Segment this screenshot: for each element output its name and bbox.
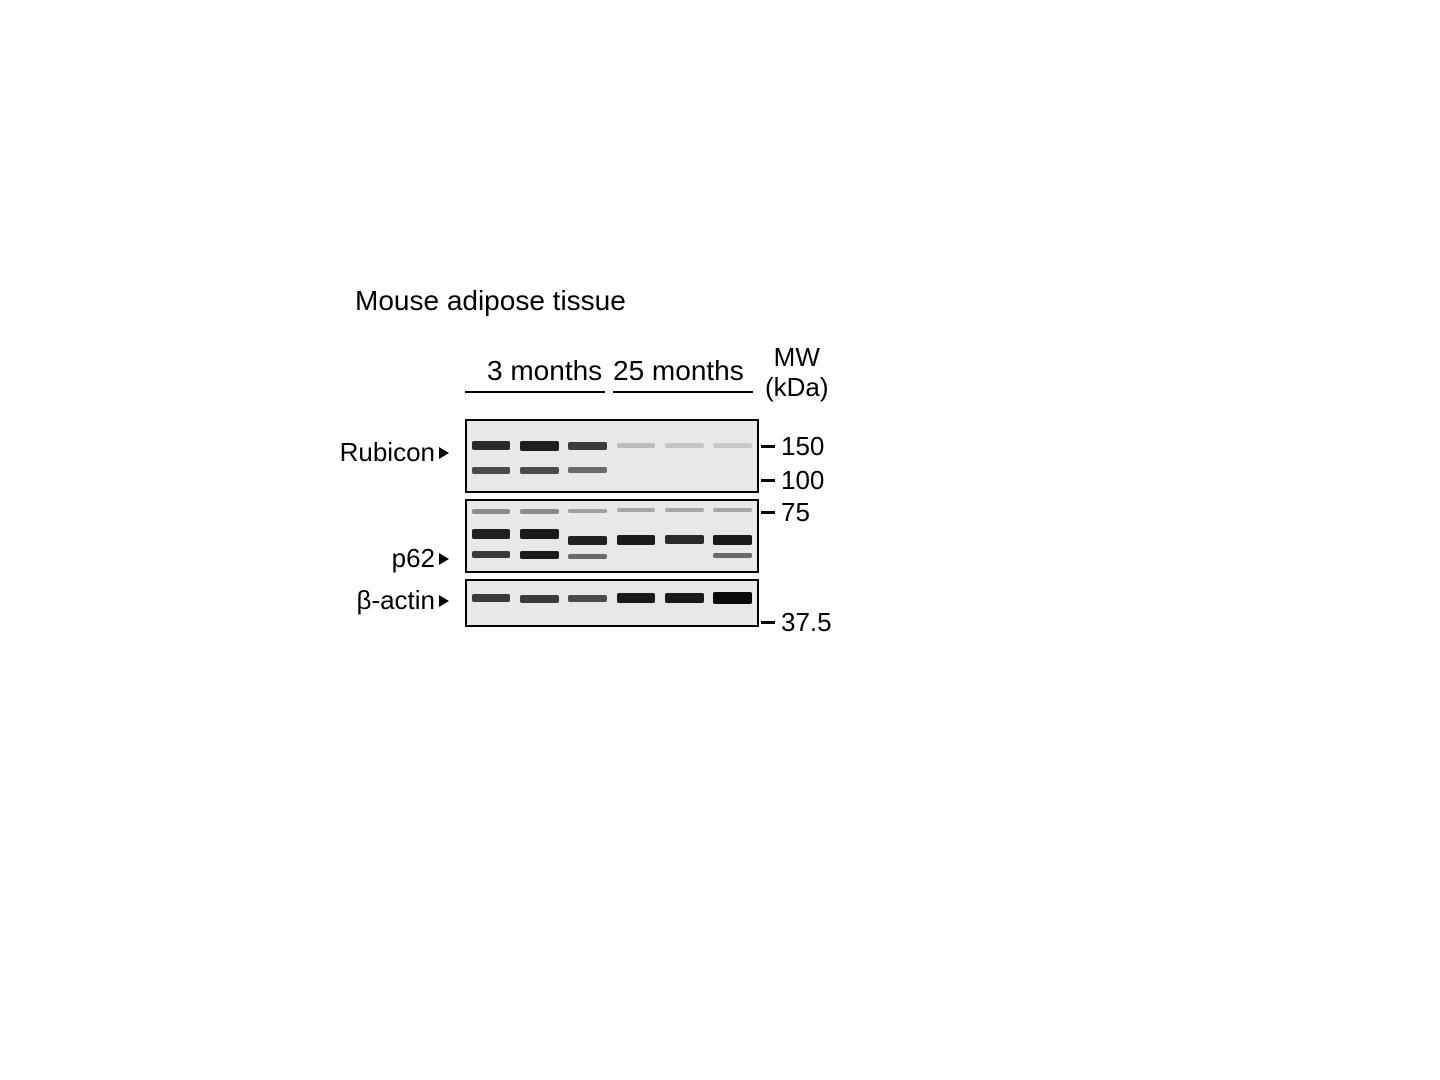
tick-dash-icon: [761, 621, 775, 624]
group-label-0: 3 months: [487, 355, 602, 387]
lanes: [467, 501, 757, 571]
western-blot-figure: Mouse adipose tissue MW (kDa) 3 months 25…: [355, 285, 875, 633]
mw-tick: 75: [757, 497, 810, 528]
band: [568, 509, 607, 513]
band: [665, 535, 704, 544]
band: [617, 535, 656, 545]
band: [568, 536, 607, 545]
group-label-1: 25 months: [613, 355, 744, 387]
blot-box-β-actin: β-actin37.5: [465, 579, 759, 627]
lane: [612, 581, 660, 625]
band: [520, 467, 559, 474]
protein-label-p62: p62: [392, 543, 449, 574]
mw-header: MW (kDa): [765, 343, 829, 403]
mw-tick: 150: [757, 431, 824, 462]
mw-value: 150: [781, 431, 824, 462]
band: [665, 443, 704, 448]
group-underline-1: [613, 391, 753, 393]
lane: [515, 581, 563, 625]
band: [472, 551, 511, 558]
blot-box-p62: p6275: [465, 499, 759, 573]
lane: [660, 421, 708, 491]
band: [665, 508, 704, 512]
band: [520, 509, 559, 514]
band: [568, 554, 607, 559]
lane: [709, 501, 757, 571]
mw-tick: 37.5: [757, 607, 832, 638]
band: [472, 509, 511, 514]
mw-tick: 100: [757, 465, 824, 496]
protein-label-Rubicon: Rubicon: [340, 437, 449, 468]
lane: [660, 581, 708, 625]
lane: [660, 501, 708, 571]
mw-header-line1: MW: [765, 343, 829, 373]
arrow-icon: [439, 553, 449, 565]
group-underline-0: [465, 391, 605, 393]
band: [713, 443, 752, 448]
lane: [564, 421, 612, 491]
column-header-row: MW (kDa) 3 months 25 months: [465, 345, 875, 415]
band: [568, 442, 607, 450]
band: [568, 467, 607, 473]
lane: [612, 501, 660, 571]
band: [472, 441, 511, 450]
band: [472, 467, 511, 474]
lane: [515, 421, 563, 491]
band: [617, 508, 656, 512]
band: [713, 508, 752, 512]
blot-container: Rubicon150100p6275 β-actin37.5: [465, 419, 875, 627]
band: [520, 595, 559, 603]
lane: [467, 501, 515, 571]
lanes: [467, 421, 757, 491]
mw-value: 100: [781, 465, 824, 496]
protein-label-β-actin: β-actin: [356, 585, 449, 616]
lane: [564, 501, 612, 571]
band: [617, 593, 656, 603]
lane: [709, 581, 757, 625]
band: [713, 592, 752, 604]
band: [472, 594, 511, 602]
lane: [467, 581, 515, 625]
band: [713, 553, 752, 558]
arrow-icon: [439, 595, 449, 607]
blot-box-Rubicon: Rubicon150100: [465, 419, 759, 493]
band: [520, 441, 559, 451]
band: [568, 595, 607, 602]
lane: [515, 501, 563, 571]
tick-dash-icon: [761, 445, 775, 448]
figure-title: Mouse adipose tissue: [355, 285, 875, 317]
band: [472, 529, 511, 539]
band: [520, 529, 559, 539]
band: [665, 593, 704, 603]
band: [713, 535, 752, 545]
mw-header-line2: (kDa): [765, 373, 829, 403]
band: [617, 443, 656, 448]
tick-dash-icon: [761, 511, 775, 514]
lane: [709, 421, 757, 491]
lanes: [467, 581, 757, 625]
band: [520, 551, 559, 559]
lane: [467, 421, 515, 491]
lane: [564, 581, 612, 625]
mw-value: 75: [781, 497, 810, 528]
tick-dash-icon: [761, 479, 775, 482]
arrow-icon: [439, 447, 449, 459]
lane: [612, 421, 660, 491]
mw-value: 37.5: [781, 607, 832, 638]
